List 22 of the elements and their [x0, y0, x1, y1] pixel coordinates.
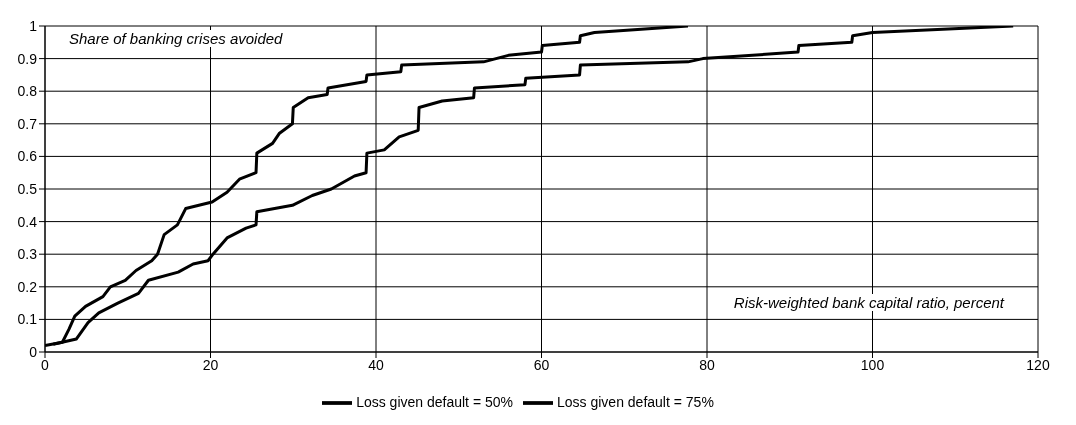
x-tick-label: 60	[533, 356, 550, 373]
y-tick-label: 0	[29, 343, 38, 360]
y-tick-label: 1	[29, 17, 38, 34]
y-tick-label: 0.3	[17, 246, 38, 263]
y-tick-label: 0.9	[17, 50, 38, 67]
x-tick-label: 120	[1026, 356, 1050, 373]
legend-label: Loss given default = 50%	[356, 393, 513, 410]
x-axis-title: Risk-weighted bank capital ratio, percent	[725, 294, 1012, 311]
y-tick-label: 0.1	[17, 311, 38, 328]
x-tick-label: 0	[41, 356, 50, 373]
x-tick-label: 100	[860, 356, 885, 373]
x-tick-label: 20	[202, 356, 219, 373]
y-tick-label: 0.5	[17, 180, 38, 197]
y-tick-label: 0.2	[17, 278, 38, 295]
legend-label: Loss given default = 75%	[557, 393, 714, 410]
y-tick-label: 0.4	[17, 213, 38, 230]
y-tick-label: 0.8	[17, 83, 38, 100]
y-tick-label: 0.6	[17, 148, 38, 165]
x-tick-label: 40	[368, 356, 384, 373]
y-tick-label: 0.7	[17, 115, 38, 132]
y-axis-title: Share of banking crises avoided	[61, 30, 291, 47]
x-tick-label: 80	[699, 356, 715, 373]
